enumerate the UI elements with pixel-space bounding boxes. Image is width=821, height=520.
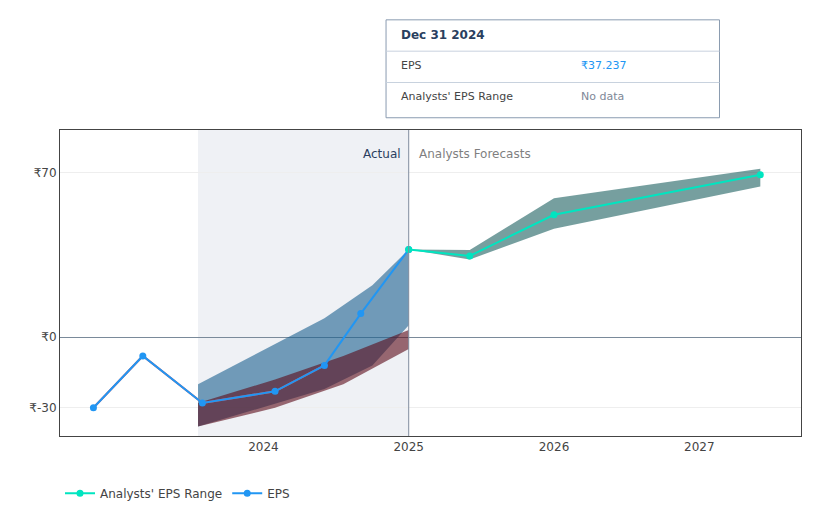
svg-text:₹37.237: ₹37.237 [581, 59, 627, 72]
svg-text:2026: 2026 [539, 440, 570, 454]
svg-text:2027: 2027 [684, 440, 715, 454]
svg-text:Analysts Forecasts: Analysts Forecasts [419, 147, 531, 161]
svg-text:Analysts' EPS Range: Analysts' EPS Range [401, 90, 513, 103]
svg-text:Actual: Actual [363, 147, 401, 161]
svg-text:Dec 31 2024: Dec 31 2024 [401, 28, 485, 42]
svg-text:2025: 2025 [393, 440, 424, 454]
svg-text:₹0: ₹0 [41, 330, 56, 344]
svg-text:₹70: ₹70 [34, 166, 57, 180]
svg-text:EPS: EPS [267, 487, 289, 501]
svg-text:No data: No data [581, 90, 624, 103]
svg-text:Analysts' EPS Range: Analysts' EPS Range [100, 487, 222, 501]
svg-text:2024: 2024 [248, 440, 279, 454]
svg-text:EPS: EPS [401, 59, 422, 72]
svg-text:₹-30: ₹-30 [29, 401, 56, 415]
